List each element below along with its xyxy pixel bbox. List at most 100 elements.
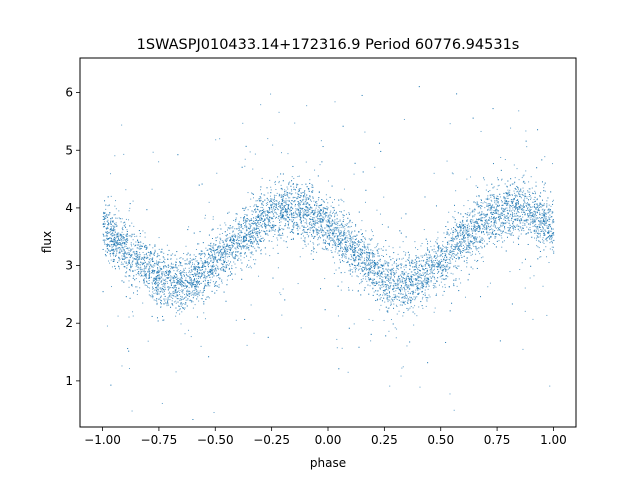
data-point [154,249,156,251]
data-point [483,214,485,216]
data-point [182,289,184,291]
data-point [349,221,351,223]
data-point [181,291,183,293]
data-point [215,252,217,254]
data-point [288,199,290,201]
data-point [510,127,512,129]
data-point [184,333,186,335]
data-point [152,247,154,249]
data-point [467,225,469,227]
data-point [198,276,200,278]
data-point [314,220,316,222]
data-point [336,227,338,229]
data-point [373,273,375,275]
data-point [336,235,338,237]
data-point [387,278,389,280]
data-point [519,194,521,196]
data-point [299,213,301,215]
data-point [219,245,221,247]
data-point [509,191,511,193]
data-point [280,218,282,220]
data-point [271,225,273,227]
data-point [511,212,513,214]
data-point [155,277,157,279]
data-point [512,223,514,225]
data-point [461,223,463,225]
data-point [190,266,192,268]
data-point [412,292,414,294]
data-point [211,249,213,251]
data-point [445,249,447,251]
data-point [172,253,174,255]
data-point [507,230,509,232]
data-point [271,204,273,206]
data-point [461,243,463,245]
data-point [496,201,498,203]
data-point [402,241,404,243]
data-point [407,287,409,289]
data-point [503,196,505,198]
data-point [175,296,177,298]
data-point [240,252,242,254]
data-point [199,291,201,293]
data-point [118,268,120,270]
data-point [238,242,240,244]
data-point [187,299,189,301]
data-point [149,276,151,278]
data-point [397,268,399,270]
data-point [224,222,226,224]
data-point [414,299,416,301]
data-point [292,227,294,229]
data-point [392,247,394,249]
data-point [221,240,223,242]
data-point [352,289,354,291]
data-point [543,214,545,216]
data-point [192,294,194,296]
data-point [262,230,264,232]
data-point [106,232,108,234]
data-point [197,266,199,268]
data-point [460,244,462,246]
data-point [177,280,179,282]
data-point [173,286,175,288]
data-point [181,280,183,282]
data-point [524,201,526,203]
data-point [432,260,434,262]
data-point [497,201,499,203]
data-point [133,243,135,245]
data-point [389,287,391,289]
data-point [518,235,520,237]
data-point [215,264,217,266]
data-point [449,249,451,251]
data-point [393,303,395,305]
data-point [172,276,174,278]
data-point [281,189,283,191]
data-point [276,200,278,202]
data-point [539,202,541,204]
data-point [483,223,485,225]
data-point [467,226,469,228]
data-point [374,263,376,265]
data-point [552,233,554,235]
data-point [549,237,551,239]
data-point [467,241,469,243]
data-point [161,269,163,271]
data-point [421,280,423,282]
data-point [530,231,532,233]
data-point [473,242,475,244]
data-point [290,202,292,204]
data-point [163,257,165,259]
data-point [493,198,495,200]
data-point [322,220,324,222]
data-point [307,208,309,210]
data-point [116,249,118,251]
data-point [351,243,353,245]
data-point [142,243,144,245]
data-point [486,203,488,205]
data-point [510,234,512,236]
data-point [200,269,202,271]
data-point [489,232,491,234]
data-point [423,259,425,261]
data-point [349,268,351,270]
data-point [181,297,183,299]
